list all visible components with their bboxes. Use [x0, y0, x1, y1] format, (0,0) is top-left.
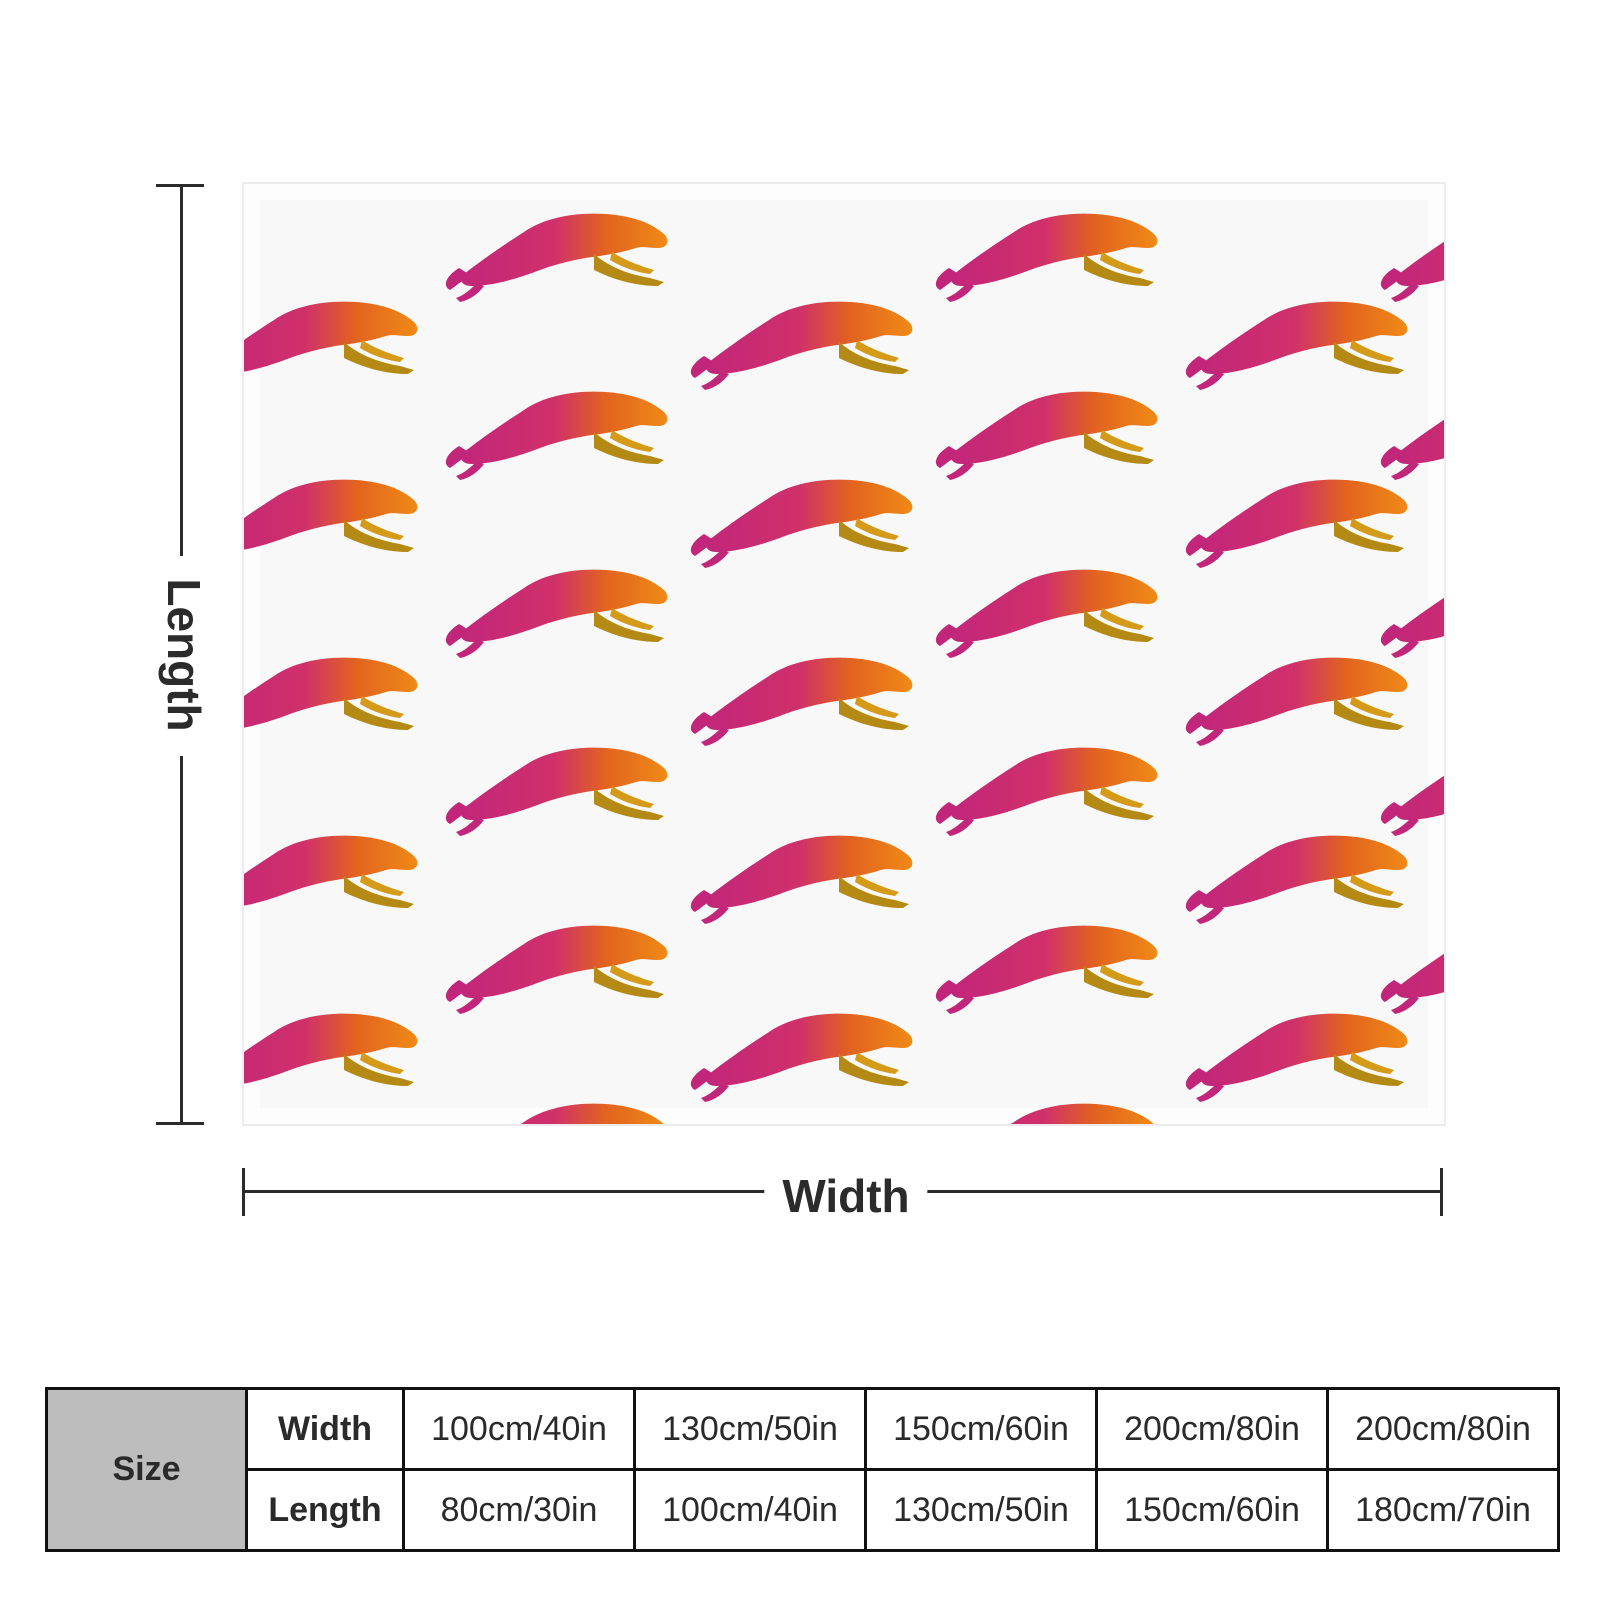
length-dimension-line-bottom [180, 756, 183, 1124]
leopard-motif [935, 213, 1158, 302]
length-value: 150cm/60in [1095, 1468, 1329, 1552]
width-value: 100cm/40in [402, 1387, 636, 1471]
length-value: 130cm/50in [864, 1468, 1098, 1552]
leopard-motif [244, 1013, 418, 1102]
length-label: Length [158, 578, 210, 732]
size-header-cell: Size [45, 1387, 248, 1552]
leopard-motif [445, 1103, 668, 1124]
width-row-header: Width [245, 1387, 405, 1471]
width-value: 200cm/80in [1095, 1387, 1329, 1471]
leopard-motif [935, 747, 1158, 836]
leopard-motif [1380, 1103, 1444, 1124]
leopard-motif [445, 391, 668, 480]
leopard-motif [690, 479, 913, 568]
leopard-motif [1185, 835, 1408, 924]
leopard-motif [935, 569, 1158, 658]
length-dimension-line-top [180, 184, 183, 556]
leopard-motif [445, 213, 668, 302]
leopard-motif [1380, 213, 1444, 302]
leopard-motif [1185, 479, 1408, 568]
leopard-motif [1380, 569, 1444, 658]
leopard-motif [445, 925, 668, 1014]
leopard-motif [935, 925, 1158, 1014]
leopard-motif [244, 301, 418, 390]
leopard-motif [1380, 391, 1444, 480]
size-table-width-row: Size Width 100cm/40in 130cm/50in 150cm/6… [45, 1387, 1560, 1552]
leopard-motif [1380, 747, 1444, 836]
leopard-motif [690, 1013, 913, 1102]
leopard-pattern [244, 213, 1444, 1124]
length-row-header: Length [245, 1468, 405, 1552]
leopard-motif [1185, 301, 1408, 390]
width-value: 130cm/50in [633, 1387, 867, 1471]
leopard-motif [244, 835, 418, 924]
leopard-motif [690, 301, 913, 390]
leopard-motif [935, 1103, 1158, 1124]
leopard-motif [445, 569, 668, 658]
length-value: 180cm/70in [1326, 1468, 1560, 1552]
leopard-motif [244, 479, 418, 568]
leopard-motif [445, 747, 668, 836]
leopard-motif [1185, 1013, 1408, 1102]
leopard-motif [1380, 925, 1444, 1014]
width-value: 150cm/60in [864, 1387, 1098, 1471]
blanket-preview [244, 184, 1444, 1124]
leopard-motif [690, 835, 913, 924]
leopard-motif [1185, 657, 1408, 746]
leopard-motif [690, 657, 913, 746]
leopard-motif [935, 391, 1158, 480]
leopard-motif [244, 657, 418, 746]
width-value: 200cm/80in [1326, 1387, 1560, 1471]
size-table: Size Width 100cm/40in 130cm/50in 150cm/6… [45, 1387, 1560, 1552]
width-label: Width [764, 1173, 928, 1219]
length-value: 100cm/40in [633, 1468, 867, 1552]
size-table-length-row: Length 80cm/30in 100cm/40in 130cm/50in 1… [47, 1468, 1560, 1552]
length-value: 80cm/30in [402, 1468, 636, 1552]
